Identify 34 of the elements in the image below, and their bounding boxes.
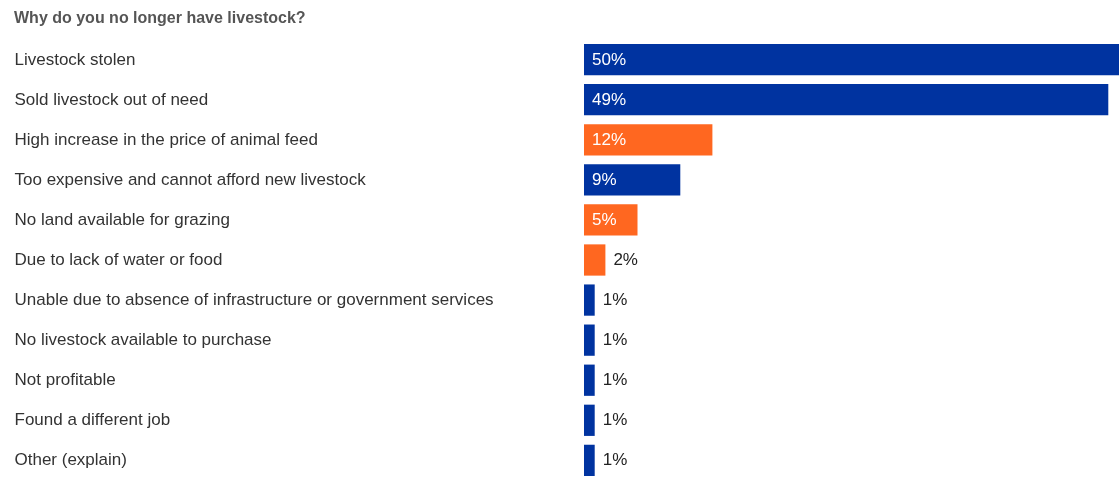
- bar: [584, 284, 595, 316]
- y-tick-label: Not profitable: [14, 370, 116, 390]
- y-tick-label: Too expensive and cannot afford new livestock: [14, 169, 367, 189]
- y-tick-label: Sold livestock out of need: [14, 89, 209, 109]
- data-label: 1%: [602, 410, 628, 430]
- y-tick-label: No livestock available to purchase: [14, 330, 272, 350]
- y-tick-label: Other (explain): [14, 450, 127, 470]
- bar: [584, 164, 681, 196]
- data-label: 12%: [592, 129, 627, 149]
- bar: [584, 204, 638, 236]
- y-tick-label: Livestock stolen: [14, 49, 136, 69]
- bar: [584, 124, 713, 156]
- bar: [584, 404, 595, 436]
- bar: [584, 84, 1109, 116]
- data-label: 9%: [592, 169, 617, 189]
- data-label: 1%: [602, 370, 628, 390]
- data-label: 1%: [602, 330, 628, 350]
- y-tick-label: Found a different job: [14, 410, 171, 430]
- data-label: 1%: [602, 450, 628, 470]
- bar: [584, 364, 595, 396]
- data-label: 5%: [592, 209, 617, 229]
- y-tick-label: Due to lack of water or food: [14, 250, 223, 269]
- bar: [584, 244, 606, 276]
- data-label: 49%: [592, 89, 627, 109]
- bar: [584, 44, 1119, 76]
- bar: [584, 324, 595, 356]
- data-label: 2%: [613, 250, 638, 269]
- y-tick-label: High increase in the price of animal feed: [14, 129, 318, 149]
- data-label: 1%: [602, 290, 628, 310]
- y-tick-label: Unable due to absence of infrastructure or government services: [14, 290, 494, 310]
- bar: [584, 444, 595, 476]
- text: Why do you no longer have livestock?: [14, 9, 306, 26]
- y-tick-label: No land available for grazing: [14, 209, 230, 229]
- data-label: 50%: [592, 49, 627, 69]
